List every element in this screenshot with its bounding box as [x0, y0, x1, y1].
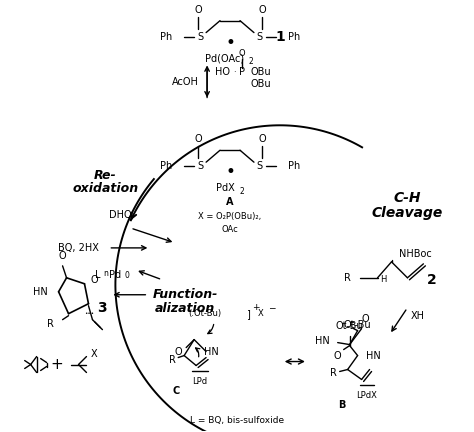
Text: R: R [344, 273, 351, 283]
Text: Ph: Ph [160, 161, 172, 171]
Text: +: + [50, 357, 63, 372]
Text: Pd: Pd [109, 270, 121, 280]
Text: 3: 3 [98, 301, 107, 314]
Text: 1: 1 [275, 29, 285, 44]
Text: Ph: Ph [160, 32, 172, 41]
Text: O: O [194, 5, 202, 15]
Text: O: O [174, 346, 182, 356]
Text: O: O [362, 314, 369, 324]
Text: O: O [258, 134, 266, 144]
Text: OAc: OAc [222, 226, 238, 235]
Text: PdX: PdX [216, 183, 235, 193]
Text: DHQ: DHQ [109, 210, 132, 220]
Text: L = BQ, bis-sulfoxide: L = BQ, bis-sulfoxide [190, 416, 284, 425]
Text: LPdX: LPdX [356, 391, 377, 400]
Text: B: B [338, 400, 346, 410]
Text: HO: HO [215, 67, 230, 77]
Text: R: R [47, 319, 54, 329]
Text: 0: 0 [124, 271, 129, 280]
Text: Ot-Bu: Ot-Bu [344, 320, 372, 330]
Text: HN: HN [315, 336, 330, 346]
Text: HN: HN [365, 350, 380, 361]
Text: XH: XH [410, 311, 424, 321]
Text: O: O [91, 275, 98, 285]
Text: (:Ot-Bu): (:Ot-Bu) [188, 309, 221, 318]
Text: L: L [95, 270, 101, 280]
Text: H: H [380, 275, 387, 284]
Text: HN: HN [33, 287, 48, 297]
Text: −: − [268, 303, 275, 312]
Text: OBu: OBu [251, 67, 272, 77]
Text: S: S [197, 161, 203, 171]
Text: NHBoc: NHBoc [400, 249, 432, 259]
Text: Ot-Bu: Ot-Bu [336, 321, 364, 330]
Text: •••: ••• [84, 311, 94, 316]
Text: O: O [334, 350, 341, 361]
Text: 2: 2 [240, 187, 245, 196]
Text: O: O [239, 49, 246, 58]
Text: 2: 2 [248, 57, 253, 66]
Text: n: n [103, 269, 108, 278]
Text: ·: · [233, 68, 236, 77]
Text: +: + [252, 303, 259, 312]
Text: S: S [197, 32, 203, 41]
Text: 2: 2 [427, 273, 436, 287]
Text: HN: HN [204, 346, 219, 356]
Text: Ph: Ph [288, 161, 300, 171]
Text: •: • [225, 163, 235, 181]
Text: Cleavage: Cleavage [372, 206, 443, 220]
Text: AcOH: AcOH [172, 77, 199, 87]
Text: A: A [226, 197, 234, 207]
Text: O: O [194, 134, 202, 144]
Text: LPd: LPd [192, 377, 208, 386]
Text: O: O [258, 5, 266, 15]
Text: O: O [59, 251, 66, 261]
Text: P: P [239, 67, 245, 77]
Text: Re-: Re- [94, 168, 117, 181]
Text: S: S [257, 32, 263, 41]
Text: OBu: OBu [251, 79, 272, 89]
Text: •: • [225, 34, 235, 51]
Text: oxidation: oxidation [73, 181, 138, 194]
Text: alization: alization [155, 302, 215, 315]
Text: X = O₂P(OBu)₂,: X = O₂P(OBu)₂, [199, 213, 262, 222]
Text: X: X [258, 309, 264, 318]
Text: R: R [169, 355, 176, 365]
Text: X: X [91, 349, 97, 359]
Text: BQ, 2HX: BQ, 2HX [58, 243, 99, 253]
Text: C: C [173, 387, 180, 397]
Text: C-H: C-H [394, 191, 421, 205]
Text: R: R [330, 368, 337, 378]
Text: ]: ] [246, 309, 250, 319]
Text: Pd(OAc): Pd(OAc) [205, 54, 245, 64]
Text: Function-: Function- [153, 288, 218, 301]
Text: S: S [257, 161, 263, 171]
Text: Ph: Ph [288, 32, 300, 41]
